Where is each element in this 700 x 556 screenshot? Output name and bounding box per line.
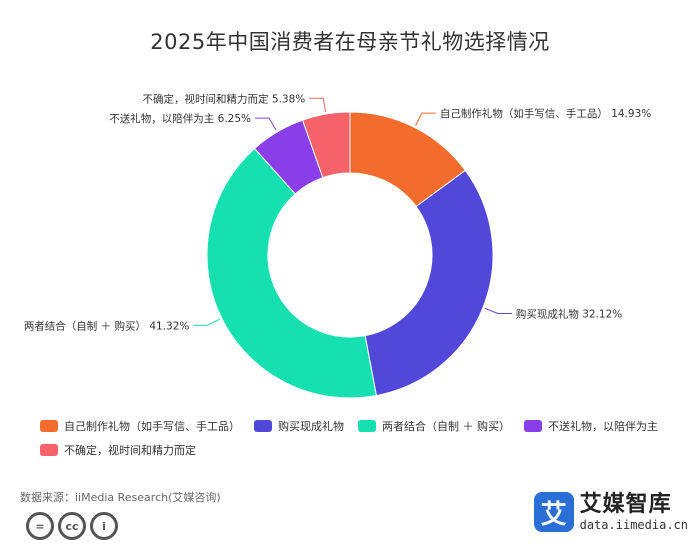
chart-title: 2025年中国消费者在母亲节礼物选择情况: [150, 30, 550, 54]
leader-line-2: [193, 318, 221, 326]
leader-line-4: [309, 97, 327, 113]
data-label-2: 两者结合（自制 ＋ 购买） 41.32%: [24, 319, 190, 332]
legend-swatch-4: [40, 444, 58, 456]
legend-item-2[interactable]: 两者结合（自制 ＋ 购买）: [358, 418, 510, 434]
brand-name: 艾媒智库: [579, 492, 672, 517]
legend-swatch-2: [358, 420, 376, 432]
leader-line-0: [415, 112, 436, 126]
legend-label-0: 自己制作礼物（如手写信、手工品）: [64, 420, 240, 433]
data-label-0: 自己制作礼物（如手写信、手工品） 14.93%: [440, 107, 651, 120]
legend-label-2: 两者结合（自制 ＋ 购买）: [382, 420, 510, 433]
brand-watermark: 艾 艾媒智库 data.iimedia.cn: [533, 492, 688, 532]
donut-slice-1: [364, 169, 494, 397]
legend-swatch-3: [524, 420, 542, 432]
data-label-3: 不送礼物，以陪伴为主 6.25%: [109, 112, 251, 125]
brand-url: data.iimedia.cn: [579, 518, 688, 532]
legend: 自己制作礼物（如手写信、手工品） 购买现成礼物 两者结合（自制 ＋ 购买） 不送礼物，…: [40, 418, 680, 458]
legend-swatch-1: [254, 420, 272, 432]
brand-logo-icon: 艾: [533, 492, 574, 532]
source-note: 数据来源：iiMedia Research(艾媒咨询): [20, 491, 221, 504]
legend-item-3[interactable]: 不送礼物，以陪伴为主: [524, 418, 658, 434]
leader-line-group: [193, 97, 512, 326]
data-label-1: 购买现成礼物 32.12%: [516, 307, 622, 320]
slice-group: [206, 111, 494, 399]
legend-item-0[interactable]: 自己制作礼物（如手写信、手工品）: [40, 418, 240, 434]
leader-line-1: [484, 307, 512, 314]
leader-line-3: [255, 117, 277, 131]
person-icon: i: [90, 512, 118, 540]
donut-slice-4: [301, 111, 351, 179]
cc-icon: cc: [58, 512, 86, 540]
legend-label-3: 不送礼物，以陪伴为主: [548, 420, 658, 433]
data-label-4: 不确定，视时间和精力而定 5.38%: [143, 92, 306, 105]
data-label-group: 自己制作礼物（如手写信、手工品） 14.93% 购买现成礼物 32.12% 两者结合…: [24, 92, 651, 332]
legend-item-1[interactable]: 购买现成礼物: [254, 418, 344, 434]
license-icons: = cc i: [26, 512, 118, 540]
donut-chart: 自己制作礼物（如手写信、手工品） 14.93% 购买现成礼物 32.12% 两者结合…: [24, 92, 651, 399]
legend-swatch-0: [40, 420, 58, 432]
donut-slice-2: [206, 147, 377, 399]
equal-icon: =: [26, 512, 54, 540]
legend-label-1: 购买现成礼物: [278, 420, 344, 433]
legend-label-4: 不确定，视时间和精力而定: [64, 444, 196, 457]
legend-item-4[interactable]: 不确定，视时间和精力而定: [40, 442, 196, 458]
